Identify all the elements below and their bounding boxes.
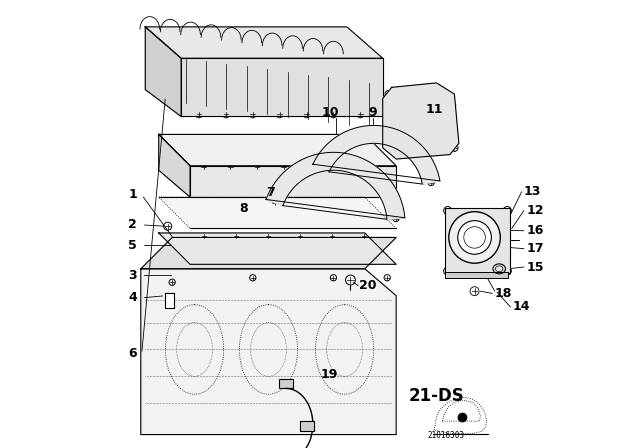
Bar — [279, 379, 293, 388]
Polygon shape — [159, 233, 396, 264]
Text: 17: 17 — [526, 242, 543, 255]
Polygon shape — [313, 125, 440, 184]
Ellipse shape — [449, 212, 500, 263]
Polygon shape — [159, 197, 396, 228]
Text: 1: 1 — [129, 188, 137, 202]
Text: 10: 10 — [321, 106, 339, 120]
Text: 15: 15 — [526, 260, 543, 274]
Text: 8: 8 — [239, 202, 248, 215]
Text: 18: 18 — [495, 287, 512, 300]
Text: 12: 12 — [526, 204, 543, 217]
Text: 5: 5 — [129, 239, 137, 252]
Polygon shape — [266, 152, 405, 220]
Polygon shape — [159, 134, 396, 166]
Text: 21016303: 21016303 — [427, 431, 464, 440]
Bar — [165, 293, 173, 308]
Polygon shape — [159, 134, 190, 197]
Text: 6: 6 — [129, 347, 137, 361]
Text: 20: 20 — [360, 279, 377, 293]
Polygon shape — [190, 166, 396, 197]
Polygon shape — [145, 27, 383, 58]
Ellipse shape — [458, 221, 492, 254]
Text: 7: 7 — [266, 186, 275, 199]
Bar — [445, 272, 508, 278]
Text: 21-DS: 21-DS — [408, 388, 465, 405]
Text: 2: 2 — [129, 218, 137, 232]
Text: 19: 19 — [320, 367, 338, 381]
Bar — [445, 208, 511, 273]
Text: 11: 11 — [426, 103, 443, 116]
Polygon shape — [145, 27, 181, 116]
Polygon shape — [141, 237, 396, 269]
Text: 14: 14 — [513, 300, 530, 314]
Text: 16: 16 — [526, 224, 543, 237]
Polygon shape — [141, 269, 396, 435]
Text: 13: 13 — [524, 185, 541, 198]
Text: 9: 9 — [369, 106, 377, 120]
Text: 3: 3 — [129, 269, 137, 282]
Bar — [300, 421, 314, 431]
Polygon shape — [383, 83, 459, 159]
Text: 4: 4 — [129, 291, 137, 305]
Polygon shape — [181, 58, 383, 116]
